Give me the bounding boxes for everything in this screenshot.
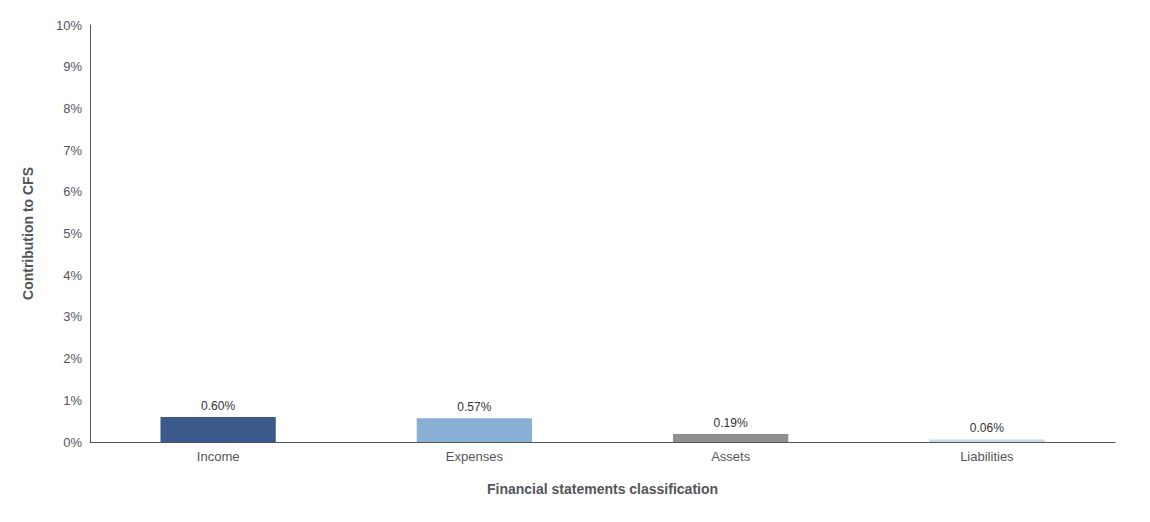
svg-text:5%: 5% (63, 226, 82, 241)
svg-text:6%: 6% (63, 184, 82, 199)
svg-text:Income: Income (197, 449, 240, 464)
svg-text:Liabilities: Liabilities (960, 449, 1014, 464)
svg-text:Financial statements classific: Financial statements classification (487, 481, 718, 497)
svg-text:0.06%: 0.06% (970, 421, 1004, 435)
svg-text:Contribution to CFS: Contribution to CFS (20, 167, 36, 300)
svg-text:2%: 2% (63, 351, 82, 366)
svg-text:1%: 1% (63, 393, 82, 408)
svg-text:Expenses: Expenses (446, 449, 504, 464)
svg-text:0%: 0% (63, 435, 82, 450)
svg-text:0.60%: 0.60% (201, 399, 235, 413)
svg-text:4%: 4% (63, 268, 82, 283)
svg-text:9%: 9% (63, 59, 82, 74)
svg-text:0.57%: 0.57% (457, 400, 491, 414)
svg-text:Assets: Assets (711, 449, 751, 464)
svg-text:10%: 10% (56, 18, 82, 33)
svg-text:8%: 8% (63, 101, 82, 116)
svg-text:3%: 3% (63, 309, 82, 324)
svg-text:7%: 7% (63, 143, 82, 158)
svg-text:0.19%: 0.19% (714, 416, 748, 430)
